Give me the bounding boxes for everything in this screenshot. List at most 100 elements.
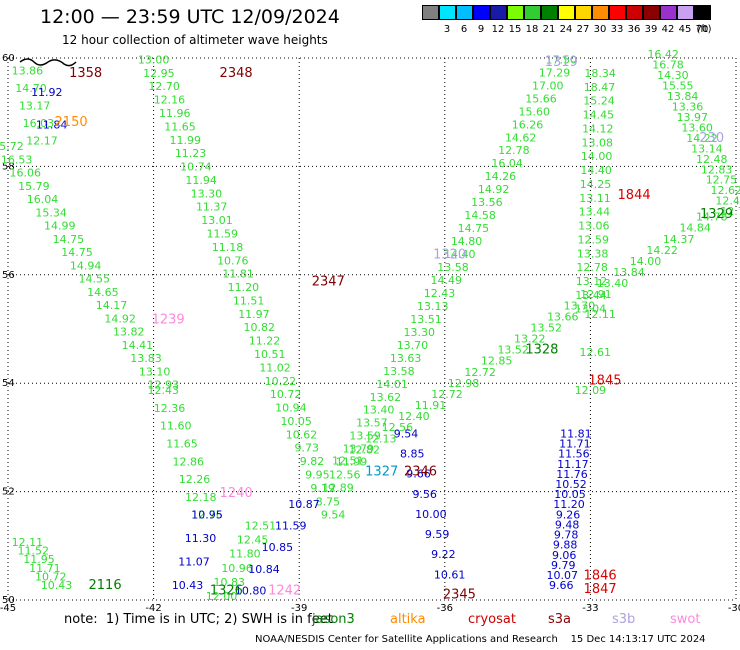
wave-height-value: 11.91	[415, 399, 447, 412]
wave-height-value: 14.00	[581, 150, 613, 163]
wave-height-value: 11.59	[207, 227, 239, 240]
wave-height-value: 18.34	[584, 67, 616, 80]
wave-height-value: 14.22	[646, 244, 678, 257]
wave-height-value: 9.22	[431, 548, 456, 561]
wave-height-value: 9.79	[551, 559, 576, 572]
footer-note: note: 1) Time is in UTC; 2) SWH is in fe…	[64, 612, 333, 627]
wave-height-value: 14.58	[464, 209, 496, 222]
x-tick-label: -42	[145, 603, 161, 614]
wave-height-value: 14.92	[104, 312, 136, 325]
wave-height-value: 16.42	[647, 48, 679, 61]
colorbar-tick-label: 45	[678, 24, 692, 35]
colorbar-swatch	[575, 5, 592, 20]
wave-height-value: 13.70	[397, 339, 429, 352]
colorbar-tick-label: 42	[661, 24, 675, 35]
wave-height-value: 11.99	[336, 456, 368, 469]
wave-height-value: 13.52	[497, 344, 529, 357]
wave-height-value: 10.43	[41, 579, 73, 592]
coastline-outline	[19, 58, 77, 67]
wave-height-value: 14.78	[696, 211, 728, 224]
wave-height-value: 12.82	[349, 443, 381, 456]
wave-height-value: 13.06	[578, 220, 610, 233]
x-tick-label: -39	[291, 603, 307, 614]
wave-height-value: 14.99	[44, 220, 76, 233]
wave-height-value: 11.65	[164, 120, 196, 133]
track-time-label: 1846	[584, 568, 617, 583]
wave-height-value: 11.20	[228, 281, 260, 294]
wave-height-value: 14.25	[580, 178, 612, 191]
wave-height-value: 13.70	[564, 299, 596, 312]
wave-height-value: 17.50	[546, 53, 578, 66]
wave-height-value: 14.17	[96, 299, 128, 312]
colorbar-tick-label: 33	[610, 24, 624, 35]
wave-height-value: 8.85	[400, 448, 425, 461]
wave-height-value: 13.84	[667, 90, 699, 103]
colorbar-swatch	[439, 5, 456, 20]
wave-height-value: 11.84	[36, 118, 68, 131]
wave-height-value: 9.95	[305, 469, 330, 482]
wave-height-value: 13.60	[681, 121, 713, 134]
wave-height-value: 12.56	[329, 469, 361, 482]
wave-height-value: 13.79	[343, 443, 375, 456]
wave-height-value: 12.26	[179, 473, 211, 486]
colorbar-tick-label: 9	[477, 24, 485, 35]
wave-height-value: 13.13	[417, 300, 449, 313]
track-time-label: 2348	[220, 66, 253, 81]
wave-height-value: 12.59	[578, 233, 610, 246]
wave-height-value: 12.85	[481, 355, 513, 368]
wave-height-value: 12.89	[322, 482, 354, 495]
colorbar-swatch	[507, 5, 524, 20]
wave-height-value: 13.04	[575, 303, 607, 316]
wave-height-value: 13.38	[577, 247, 609, 260]
wave-height-value: 10.62	[286, 428, 318, 441]
track-time-label: 2116	[89, 578, 122, 593]
colorbar-tick-label: 3	[443, 24, 451, 35]
colorbar-swatch	[490, 5, 507, 20]
wave-height-value: 11.71	[559, 438, 591, 451]
wave-height-value: 12.70	[148, 80, 180, 93]
wave-height-value: 9.78	[554, 529, 579, 542]
wave-height-value: 12.16	[154, 94, 186, 107]
y-tick-label: 52	[2, 487, 15, 498]
wave-height-value: 15.60	[518, 105, 550, 118]
wave-height-value: 9.26	[556, 508, 581, 521]
wave-height-value: 16.53	[1, 153, 33, 166]
wave-height-value: 10.00	[415, 508, 447, 521]
wave-height-value: 13.11	[579, 192, 611, 205]
wave-height-value: 12.72	[431, 388, 463, 401]
colorbar-swatch	[524, 5, 541, 20]
wave-height-value: 10.74	[180, 161, 212, 174]
wave-height-value: 12.78	[576, 261, 608, 274]
wave-height-value: 15.72	[0, 140, 24, 153]
track-time-label: 2347	[312, 275, 345, 290]
wave-height-value: 12.75	[706, 174, 738, 187]
wave-height-value: 9.59	[425, 528, 450, 541]
wave-height-value: 14.22	[686, 132, 718, 145]
wave-height-value: 12.98	[448, 377, 480, 390]
wave-height-value: 12.62	[711, 184, 740, 197]
wave-height-value: 13.57	[356, 417, 388, 430]
x-tick-label: -30	[728, 603, 740, 614]
wave-height-value: 9.56	[412, 488, 437, 501]
colorbar-tick-label: 27	[576, 24, 590, 35]
wave-height-value: 11.76	[556, 468, 588, 481]
wave-height-value: 10.83	[214, 576, 246, 589]
x-tick-label: -36	[437, 603, 453, 614]
track-time-label: 1845	[588, 373, 621, 388]
wave-height-value: 11.30	[185, 532, 217, 545]
satellite-legend-s3a: s3a	[548, 612, 572, 627]
wave-height-value: 11.20	[553, 498, 585, 511]
wave-height-value: 15.55	[662, 79, 694, 92]
wave-height-value: 14.75	[61, 246, 93, 259]
wave-height-value: 11.60	[160, 420, 192, 433]
wave-height-value: 12.17	[26, 135, 58, 148]
y-tick-label: 54	[2, 378, 15, 389]
wave-height-value: 13.40	[597, 277, 629, 290]
wave-height-value: 11.59	[275, 520, 307, 533]
y-tick-label: 58	[2, 161, 15, 172]
wave-height-value: 11.18	[212, 241, 244, 254]
wave-height-value: 12.40	[398, 410, 430, 423]
wave-height-value: 14.49	[431, 274, 463, 287]
wave-height-value: 10.96	[221, 562, 253, 575]
wave-height-value: 11.65	[166, 437, 198, 450]
